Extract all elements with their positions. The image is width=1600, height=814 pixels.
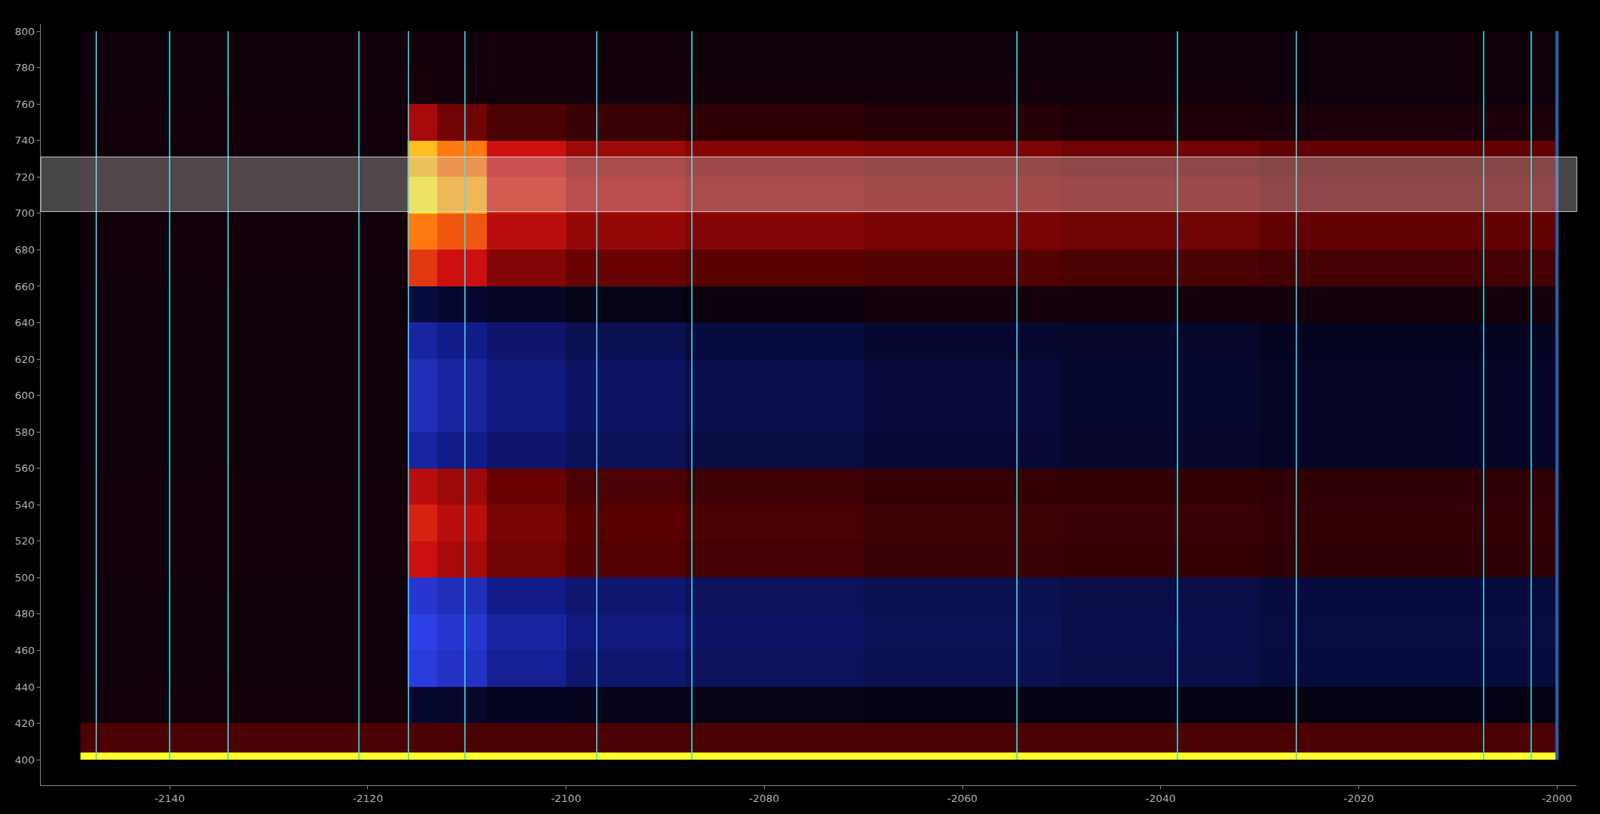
svg-text:580: 580	[15, 426, 36, 439]
svg-text:420: 420	[15, 717, 36, 730]
svg-text:600: 600	[15, 389, 36, 402]
svg-text:620: 620	[15, 353, 36, 366]
svg-text:500: 500	[15, 572, 36, 584]
svg-text:440: 440	[15, 681, 36, 694]
svg-text:520: 520	[15, 535, 36, 548]
svg-text:640: 640	[15, 316, 36, 329]
svg-text:760: 760	[15, 98, 36, 111]
svg-text:460: 460	[15, 644, 36, 657]
svg-text:480: 480	[15, 608, 36, 620]
svg-text:-2120: -2120	[352, 792, 384, 805]
svg-text:-2020: -2020	[1344, 792, 1375, 805]
svg-text:660: 660	[15, 280, 36, 293]
svg-text:720: 720	[15, 171, 36, 184]
svg-text:680: 680	[15, 244, 36, 256]
svg-text:-2060: -2060	[947, 792, 978, 805]
svg-text:-2040: -2040	[1145, 792, 1176, 805]
svg-text:780: 780	[15, 61, 36, 74]
svg-text:-2080: -2080	[748, 792, 780, 805]
svg-text:-2140: -2140	[154, 792, 185, 805]
svg-text:700: 700	[15, 207, 36, 220]
svg-text:540: 540	[15, 499, 36, 512]
svg-text:560: 560	[15, 462, 36, 475]
svg-text:-2100: -2100	[551, 792, 582, 805]
svg-text:-2000: -2000	[1541, 792, 1572, 805]
svg-text:740: 740	[15, 134, 36, 147]
svg-text:800: 800	[15, 25, 36, 38]
svg-text:400: 400	[15, 754, 36, 767]
